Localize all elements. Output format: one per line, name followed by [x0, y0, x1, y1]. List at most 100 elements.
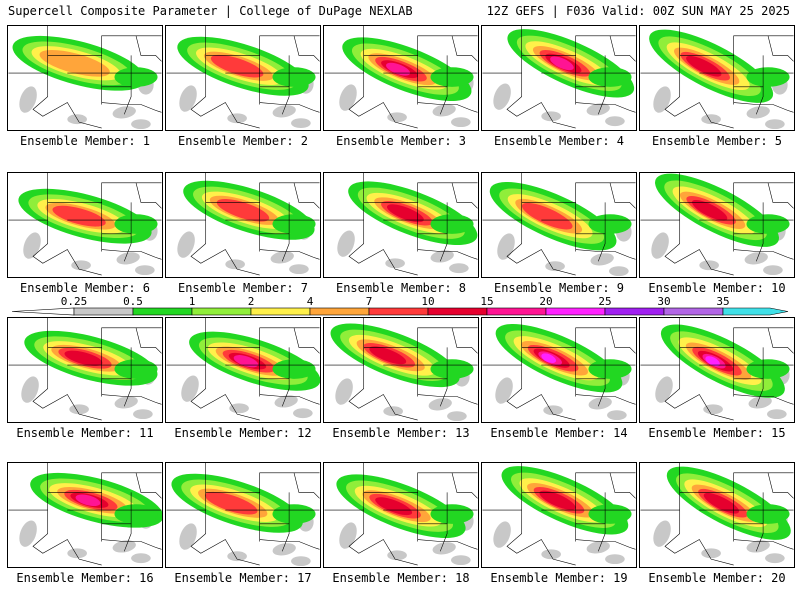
ensemble-panel: [165, 317, 321, 423]
scp-contour-fill: [588, 359, 632, 379]
boundary-line: [348, 220, 418, 276]
low-value-patch: [114, 396, 138, 409]
ensemble-panel: [639, 172, 795, 278]
low-value-patch: [765, 553, 785, 564]
colorbar-segment: [368, 307, 429, 316]
panel-map: [166, 463, 320, 567]
panel-map: [640, 26, 794, 130]
colorbar-segment: [191, 307, 252, 316]
boundary-line: [101, 492, 132, 552]
boundary-line: [259, 492, 290, 552]
low-value-patch: [451, 555, 471, 566]
boundary-line: [451, 327, 478, 354]
boundary-line: [259, 249, 320, 260]
boundary-line: [324, 182, 478, 221]
scp-contour-fill: [52, 205, 106, 227]
boundary-line: [664, 365, 734, 421]
low-value-patch: [493, 83, 511, 110]
boundary-line: [575, 539, 636, 550]
low-value-patch: [71, 260, 91, 271]
boundary-line: [32, 73, 102, 129]
scp-contour-fill: [39, 49, 110, 77]
boundary-line: [293, 472, 320, 499]
boundary-line: [324, 472, 478, 511]
colorbar-segment: [545, 307, 606, 316]
panel-label: Ensemble Member: 9: [493, 281, 625, 295]
ensemble-panel: [7, 462, 163, 568]
boundary-line: [190, 510, 260, 566]
low-value-patch: [270, 251, 294, 264]
low-value-patch: [272, 105, 296, 118]
low-value-patch: [699, 260, 719, 271]
low-value-patch: [229, 403, 249, 414]
boundary-line: [8, 182, 162, 221]
scp-contour-fill: [430, 359, 474, 379]
scp-contour-fill: [521, 202, 573, 230]
colorbar-tick-label: 0.25: [61, 295, 88, 308]
ensemble-panel: [7, 172, 163, 278]
low-value-patch: [335, 378, 353, 405]
low-value-patch: [428, 398, 452, 411]
scp-contour-fill: [746, 214, 790, 234]
low-value-patch: [653, 86, 671, 113]
boundary-line: [32, 220, 102, 276]
colorbar-tick-label: 25: [598, 295, 611, 308]
low-value-patch: [590, 253, 614, 266]
ensemble-panel: [165, 172, 321, 278]
boundary-line: [609, 472, 636, 499]
scp-contour-fill: [746, 504, 790, 524]
boundary-line: [8, 472, 162, 511]
boundary-line: [417, 102, 478, 113]
low-value-patch: [447, 411, 467, 422]
low-value-patch: [131, 119, 151, 130]
scp-contour-fill: [386, 62, 411, 76]
panel-map: [324, 463, 478, 566]
boundary-line: [609, 35, 636, 62]
panel-map: [324, 318, 478, 422]
scp-contour-fill: [210, 54, 264, 78]
panel-map: [482, 318, 636, 421]
panel-map: [640, 318, 794, 421]
low-value-patch: [432, 104, 456, 117]
scp-contour-fill: [233, 355, 259, 368]
boundary-line: [348, 73, 418, 129]
boundary-line: [664, 73, 734, 129]
low-value-patch: [541, 111, 561, 122]
panel-label: Ensemble Member: 8: [335, 281, 467, 295]
panel-label: Ensemble Member: 19: [490, 571, 628, 585]
boundary-line: [135, 472, 162, 499]
low-value-patch: [227, 113, 247, 124]
panel-map: [482, 26, 636, 129]
scp-contour-fill: [375, 497, 413, 516]
panel-label: Ensemble Member: 2: [177, 134, 309, 148]
panel-label: Ensemble Member: 6: [19, 281, 151, 295]
scp-contour-fill: [430, 504, 474, 524]
ensemble-panel: [481, 462, 637, 568]
boundary-line: [32, 510, 102, 566]
boundary-line: [575, 102, 636, 113]
low-value-patch: [133, 409, 153, 420]
panel-label: Ensemble Member: 5: [651, 134, 783, 148]
boundary-line: [506, 365, 576, 421]
low-value-patch: [181, 375, 199, 402]
panel-map: [166, 318, 320, 421]
low-value-patch: [291, 556, 311, 567]
panel-map: [640, 173, 794, 276]
boundary-line: [259, 539, 320, 550]
low-value-patch: [497, 233, 515, 260]
ensemble-panel: [323, 462, 479, 568]
colorbar-tick-label: 2: [248, 295, 255, 308]
boundary-line: [575, 347, 606, 407]
boundary-line: [417, 249, 478, 260]
low-value-patch: [23, 232, 41, 259]
low-value-patch: [337, 230, 355, 257]
boundary-line: [259, 102, 320, 113]
scp-contour-fill: [705, 356, 720, 367]
panel-map: [166, 173, 320, 276]
panel-map: [482, 463, 636, 566]
low-value-patch: [385, 258, 405, 269]
low-value-patch: [744, 252, 768, 265]
panel-label: Ensemble Member: 12: [174, 426, 312, 440]
product-title: Supercell Composite Parameter | College …: [8, 4, 413, 18]
boundary-line: [324, 35, 478, 74]
